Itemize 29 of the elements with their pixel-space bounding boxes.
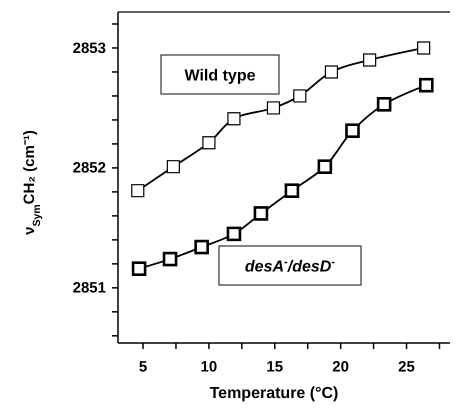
y-tick-label: 2852 <box>72 160 106 177</box>
x-tick-label: 10 <box>200 358 218 376</box>
x-axis-title: Temperature (°C) <box>210 385 338 402</box>
x-tick-label: 25 <box>398 358 415 376</box>
point <box>226 226 242 242</box>
point <box>202 136 216 150</box>
point <box>324 65 338 79</box>
point <box>254 206 268 221</box>
point <box>284 183 300 198</box>
point <box>417 41 430 55</box>
point <box>266 101 280 115</box>
series-label: desA$^{-}$/desD$^{-}$ <box>244 256 336 276</box>
y-tick-label: 2851 <box>72 280 106 297</box>
point <box>293 89 306 103</box>
point <box>162 252 178 266</box>
x-tick-label: 5 <box>138 358 148 376</box>
point <box>318 159 332 174</box>
point <box>132 261 146 276</box>
point <box>363 53 376 67</box>
y-tick-label: 2853 <box>72 40 106 57</box>
point <box>376 97 392 112</box>
point <box>418 78 434 92</box>
x-tick-label: 20 <box>332 358 349 376</box>
point <box>166 160 180 174</box>
point <box>227 112 241 126</box>
series-label: Wild type <box>184 68 256 84</box>
point <box>345 123 360 138</box>
point <box>194 240 209 254</box>
x-tick-label: 15 <box>266 358 284 376</box>
